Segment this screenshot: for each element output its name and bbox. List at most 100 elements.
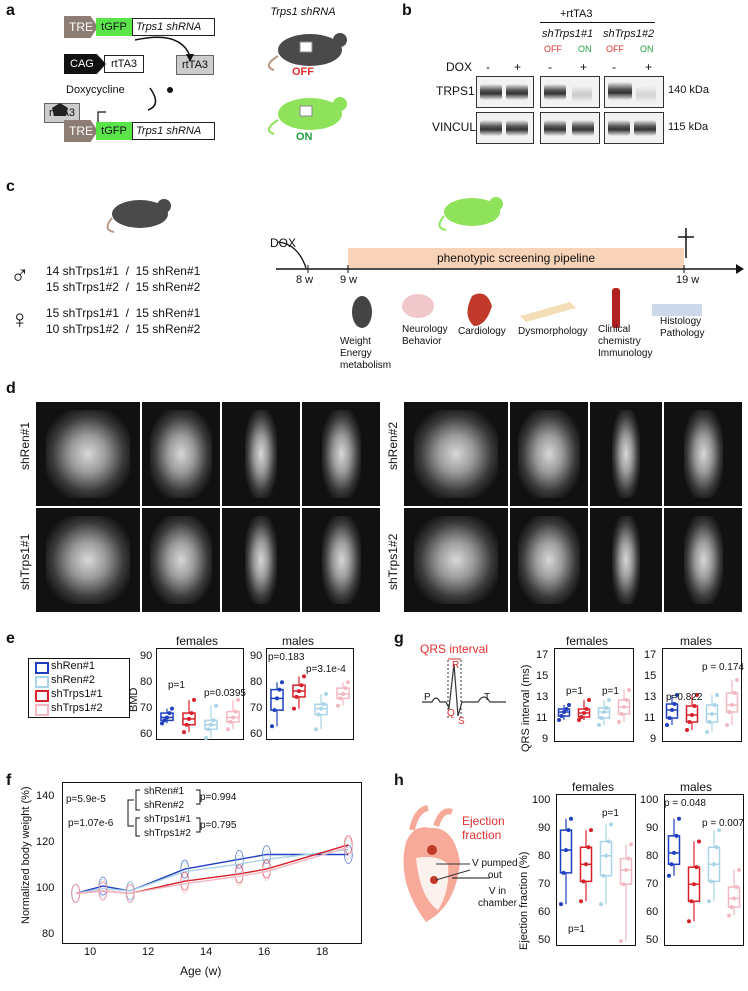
data-point — [694, 865, 699, 870]
data-point — [622, 705, 626, 709]
data-point — [669, 862, 674, 867]
ef-title: Ejection fraction — [462, 814, 505, 842]
data-point — [341, 692, 345, 696]
brain-icon — [402, 294, 434, 318]
f-g2: shRen#2 — [144, 800, 185, 811]
f-brackets — [127, 789, 201, 837]
data-point — [685, 728, 689, 732]
data-point — [714, 845, 719, 850]
data-point — [162, 718, 167, 723]
e-ytick-70: 70 — [140, 702, 153, 714]
g-fem-p1: p=1 — [566, 686, 583, 697]
g-ytick-13: 13 — [536, 691, 549, 703]
data-point — [607, 698, 611, 702]
h-females-title: females — [572, 780, 615, 794]
e-fem-p1: p=1 — [168, 680, 185, 691]
dox-5: - — [612, 60, 616, 74]
w19-label: 19 w — [676, 274, 700, 286]
data-point — [336, 703, 340, 708]
data-point — [569, 816, 573, 821]
data-point — [695, 693, 699, 697]
panel-label-d: d — [6, 380, 16, 397]
data-point — [667, 716, 672, 720]
panel-label-c: c — [6, 178, 15, 195]
data-point — [690, 713, 694, 717]
violin — [180, 862, 190, 881]
data-point — [192, 697, 196, 702]
legend-shtrps1-1: shTrps1#1 — [51, 688, 103, 700]
data-point — [587, 698, 591, 702]
panel-label-b: b — [402, 2, 412, 19]
data-point — [687, 919, 691, 924]
screen-icons — [352, 288, 702, 328]
data-point — [321, 702, 326, 707]
violin — [234, 866, 244, 886]
mouse-title: Trps1 shRNA — [270, 6, 336, 18]
b-on-2: ON — [640, 44, 654, 54]
f-ytick-100: 100 — [36, 882, 55, 894]
vinculin-label: VINCULIN — [432, 120, 489, 134]
g-females-plot — [554, 648, 634, 742]
data-point — [674, 833, 679, 838]
data-point — [294, 694, 299, 699]
data-point — [672, 702, 677, 706]
data-point — [604, 706, 609, 710]
dox-4: + — [580, 60, 588, 74]
data-point — [579, 899, 583, 904]
shrna-box: Trps1 shRNA — [132, 18, 215, 36]
data-point — [599, 902, 603, 907]
data-point — [626, 856, 631, 861]
panel-label-f: f — [6, 772, 12, 789]
data-point — [697, 839, 701, 844]
rtta3-gene: rtTA3 — [104, 55, 144, 73]
data-point — [170, 706, 174, 711]
data-point — [297, 689, 301, 694]
e-male-ytick-80: 80 — [250, 676, 263, 688]
e-ytick-80: 80 — [140, 676, 153, 688]
plot-frame — [554, 648, 634, 742]
h-ytick-70: 70 — [538, 878, 551, 890]
dox-1: - — [486, 60, 490, 74]
violin — [180, 874, 190, 894]
dox-6: + — [645, 60, 653, 74]
data-point — [584, 862, 588, 867]
data-point — [564, 848, 568, 853]
f-p-right2: p=0.795 — [200, 820, 237, 831]
box — [725, 692, 739, 713]
data-point — [561, 870, 566, 875]
data-point — [559, 902, 563, 907]
data-point — [712, 862, 716, 867]
box — [667, 835, 681, 866]
data-point — [577, 718, 581, 722]
f-ytick-80: 80 — [42, 928, 55, 940]
data-point — [566, 828, 571, 833]
g-male-p1: p=0.822 — [666, 692, 703, 703]
g-male-ytick-15: 15 — [644, 670, 657, 682]
h-fem-p2: p=1 — [602, 808, 619, 819]
off-label: OFF — [292, 66, 314, 78]
g-males-title: males — [680, 634, 713, 648]
data-point — [564, 707, 569, 711]
data-point — [189, 711, 194, 716]
data-point — [182, 730, 186, 735]
data-point — [567, 703, 571, 707]
data-point — [319, 706, 323, 711]
data-point — [589, 828, 593, 833]
h-male-ytick-90: 90 — [646, 822, 659, 834]
female-symbol-icon: ♀ — [10, 304, 30, 334]
data-point — [672, 850, 676, 855]
screen-neurology: Neurology Behavior — [402, 324, 448, 347]
female-row-2: 10 shTrps1#2 / 15 shRen#2 — [46, 322, 201, 336]
f-xtick-14: 14 — [200, 946, 213, 958]
data-point — [236, 697, 240, 702]
slide-icon — [652, 304, 702, 316]
data-point — [619, 939, 623, 944]
rtta3-protein: rtTA3 — [176, 55, 214, 75]
plot-frame — [62, 782, 362, 944]
data-point — [167, 711, 172, 716]
data-point — [299, 683, 304, 688]
panel-a-mice — [267, 33, 347, 135]
male-row-1: 14 shTrps1#1 / 15 shRen#1 — [46, 264, 201, 278]
panel-label-h: h — [394, 772, 404, 789]
data-point — [617, 720, 621, 724]
